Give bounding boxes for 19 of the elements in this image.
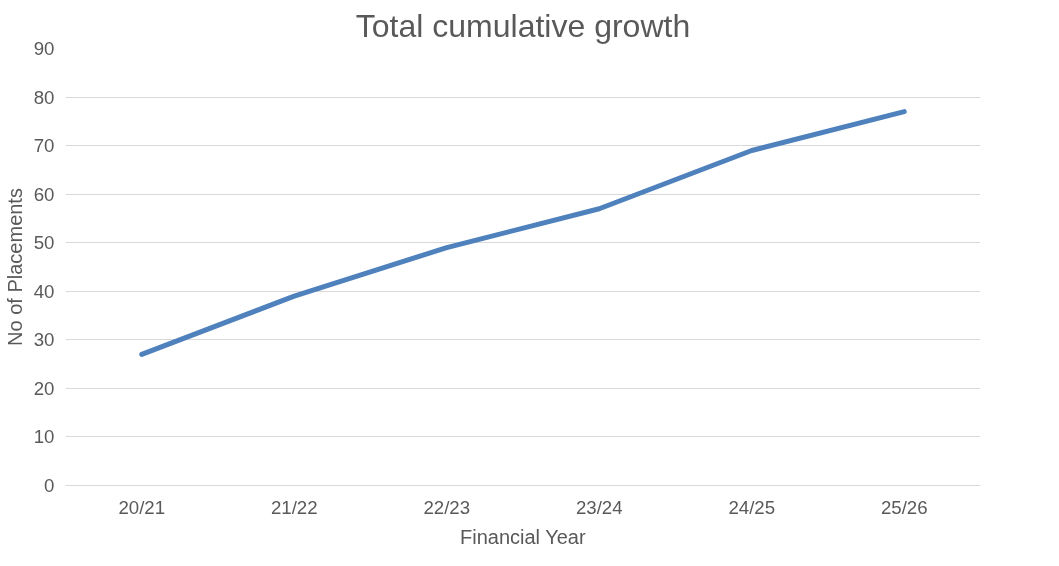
y-tick-label: 70 bbox=[33, 135, 55, 157]
x-tick-label: 23/24 bbox=[575, 496, 623, 518]
y-tick-label: 10 bbox=[33, 426, 55, 448]
x-tick-label: 21/22 bbox=[270, 496, 318, 518]
y-tick-label: 50 bbox=[33, 232, 55, 254]
x-tick-label: 22/23 bbox=[423, 496, 471, 518]
y-tick-label: 30 bbox=[33, 329, 55, 351]
y-tick-label: 20 bbox=[33, 377, 55, 399]
y-tick-label: 80 bbox=[33, 86, 55, 108]
x-axis-title: Financial Year bbox=[460, 525, 586, 548]
y-tick-label: 60 bbox=[33, 183, 55, 205]
x-tick-label: 25/26 bbox=[880, 496, 928, 518]
chart-title: Total cumulative growth bbox=[355, 7, 691, 44]
x-tick-label: 24/25 bbox=[728, 496, 776, 518]
y-tick-label: 90 bbox=[33, 38, 55, 59]
x-tick-label: 20/21 bbox=[118, 496, 166, 518]
y-tick-label: 0 bbox=[44, 475, 55, 496]
y-tick-label: 40 bbox=[33, 280, 55, 302]
y-axis-title: No of Placements bbox=[3, 188, 26, 346]
